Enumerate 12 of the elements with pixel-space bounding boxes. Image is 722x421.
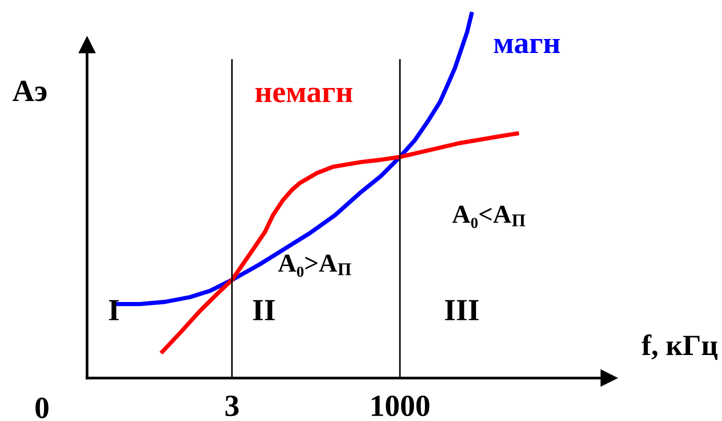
annotation: A₀<A$_{П}$ <box>452 206 526 228</box>
x-tick-label: 3 <box>225 396 239 416</box>
series-label: магн <box>494 38 560 54</box>
annotation: III <box>444 300 479 320</box>
x-axis-title: f, кГц <box>642 334 718 360</box>
text: 0 <box>35 398 48 418</box>
annotation: I <box>108 300 119 320</box>
annotation: A₀>A$_{П}$ <box>278 254 352 277</box>
series-label: немагн <box>255 88 352 102</box>
y-axis-title: Aэ <box>12 80 47 102</box>
annotation: II <box>253 300 275 320</box>
x-tick-label: 1000 <box>372 396 430 416</box>
